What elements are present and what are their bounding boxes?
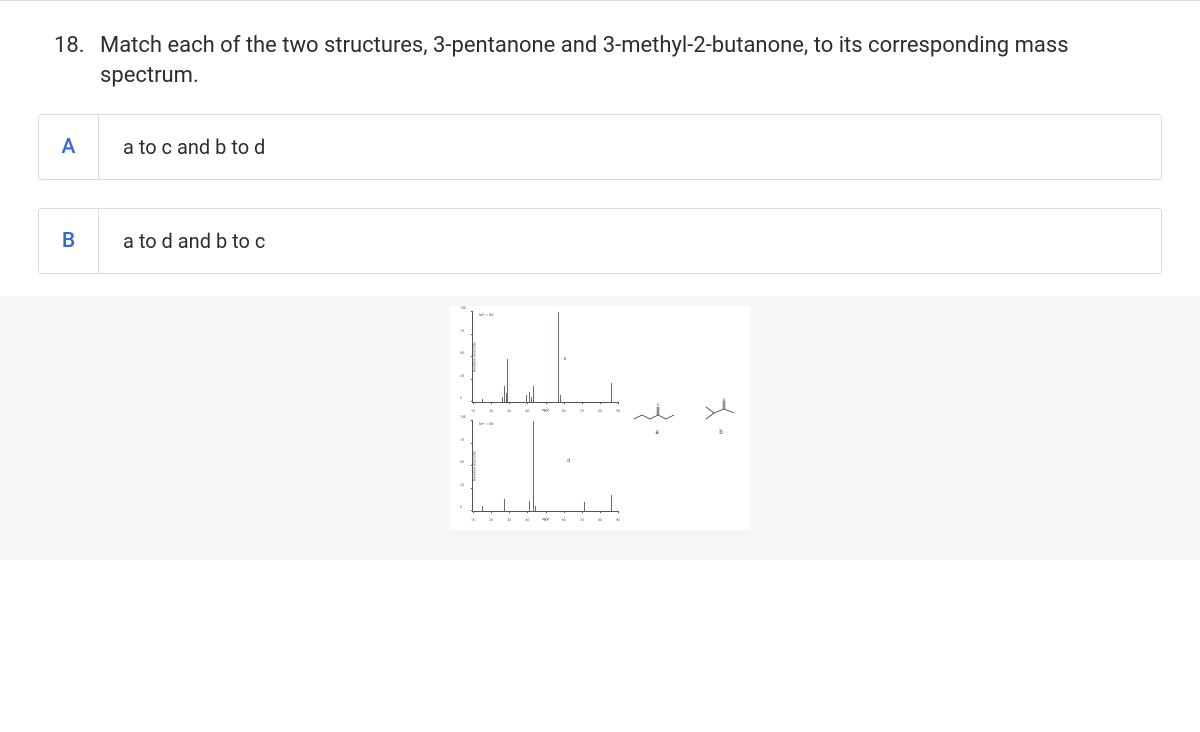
peaks-d [473, 421, 618, 511]
question-prompt: 18. Match each of the two structures, 3-… [0, 1, 1200, 114]
figure-area: Relative Intensity m/z M+ = 86 c 1020304… [0, 296, 1200, 560]
figure-panel: Relative Intensity m/z M+ = 86 c 1020304… [450, 306, 750, 530]
structure-a: O a [632, 401, 682, 436]
ketone-a-icon: O [632, 401, 682, 425]
question-container: 18. Match each of the two structures, 3-… [0, 0, 1200, 560]
structure-b: O b [700, 397, 742, 436]
option-text: a to d and b to c [99, 209, 1161, 273]
structure-label: b [719, 429, 722, 436]
spectra-column: Relative Intensity m/z M+ = 86 c 1020304… [456, 312, 618, 524]
option-b[interactable]: B a to d and b to c [38, 208, 1162, 274]
question-text: Match each of the two structures, 3-pent… [100, 31, 1160, 90]
option-text: a to c and b to d [99, 115, 1161, 179]
question-number: 18. [54, 31, 88, 90]
yticks-d: 0255075100 [468, 421, 473, 511]
spectrum-d: Relative Intensity m/z M+ = 86 d 1020304… [472, 421, 618, 512]
answer-options: A a to c and b to d B a to d and b to c [0, 114, 1200, 296]
yticks-c: 0255075100 [468, 312, 473, 402]
ketone-b-icon: O [700, 397, 742, 425]
peaks-c [473, 312, 618, 402]
xticks-d: 102030405060708090 [473, 511, 618, 516]
svg-text:O: O [657, 402, 660, 407]
option-a[interactable]: A a to c and b to d [38, 114, 1162, 180]
option-letter: A [39, 115, 99, 179]
spectrum-c: Relative Intensity m/z M+ = 86 c 1020304… [472, 312, 618, 403]
structures: O a O [628, 386, 746, 436]
option-letter: B [39, 209, 99, 273]
svg-text:O: O [723, 397, 726, 402]
xticks-c: 102030405060708090 [473, 402, 618, 407]
structure-label: a [655, 429, 658, 436]
